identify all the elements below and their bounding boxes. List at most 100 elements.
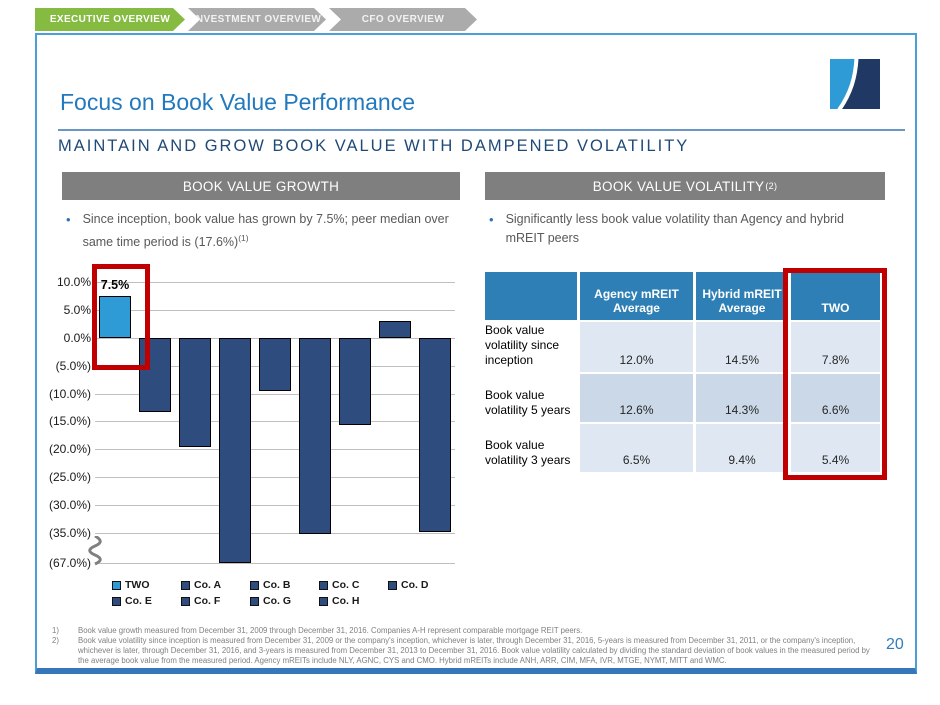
- legend-item: Co. H: [319, 595, 388, 607]
- tab-investment-overview[interactable]: INVESTMENT OVERVIEW: [188, 8, 326, 31]
- y-axis-tick-label: (35.0%): [48, 526, 91, 540]
- legend-item: Co. E: [112, 595, 181, 607]
- legend-label: Co. F: [194, 595, 221, 607]
- legend-label: Co. H: [332, 595, 360, 607]
- table-header-cell: [485, 272, 577, 320]
- table-cell: 6.6%: [791, 374, 880, 422]
- legend-item: TWO: [112, 579, 181, 591]
- chart-bar-co-a: [139, 337, 171, 412]
- axis-break-icon: [88, 536, 102, 566]
- footnote-text: Book value volatility since inception is…: [78, 636, 870, 665]
- legend-item: Co. A: [181, 579, 250, 591]
- table-header-cell: TWO: [791, 272, 880, 320]
- bullet-text: Significantly less book value volatility…: [505, 212, 844, 245]
- y-axis-tick-label: (10.0%): [48, 386, 91, 401]
- volatility-table: Agency mREIT Average Hybrid mREIT Average…: [485, 272, 880, 472]
- tab-label: CFO OVERVIEW: [361, 14, 445, 25]
- chart-gridline: [95, 393, 455, 395]
- chart-gridline: [95, 477, 455, 479]
- bullet-text: Since inception, book value has grown by…: [83, 210, 462, 252]
- legend-label: TWO: [125, 579, 150, 591]
- page-subtitle: MAINTAIN AND GROW BOOK VALUE WITH DAMPEN…: [58, 137, 690, 155]
- legend-swatch-icon: [112, 596, 121, 606]
- table-cell: 6.5%: [580, 424, 693, 472]
- tab-label: EXECUTIVE OVERVIEW: [49, 14, 171, 25]
- footnote-item: 2) Book value volatility since inception …: [52, 636, 882, 666]
- chart-bar-co-e: [299, 337, 331, 534]
- y-axis-tick-label: 0.0%: [63, 330, 91, 345]
- legend-swatch-icon: [250, 580, 259, 590]
- footnote-ref: (1): [238, 233, 249, 243]
- chart-gridline: [95, 282, 455, 283]
- section-header-label: BOOK VALUE VOLATILITY: [592, 178, 765, 194]
- bullet-book-value-growth: • Since inception, book value has grown …: [66, 210, 462, 252]
- chart-bar-co-f: [339, 337, 371, 425]
- legend-swatch-icon: [250, 596, 259, 606]
- chart-gridline: [95, 449, 455, 451]
- table-cell: 5.4%: [791, 424, 880, 472]
- legend-swatch-icon: [319, 580, 328, 590]
- chart-gridline: [95, 563, 455, 564]
- bar-data-label: 7.5%: [100, 277, 130, 292]
- chart-legend: TWO Co. A Co. B Co. C Co. D Co. E Co. F Co. G Co…: [112, 579, 460, 611]
- footnote-number: 2): [52, 636, 59, 645]
- legend-label: Co. C: [332, 579, 360, 591]
- highlight-box-two-bar: [92, 264, 150, 370]
- section-header-book-value-growth: BOOK VALUE GROWTH: [62, 172, 460, 200]
- page-number: 20: [886, 636, 904, 653]
- tab-executive-overview[interactable]: EXECUTIVE OVERVIEW: [35, 8, 185, 31]
- chart-gridline: [95, 505, 455, 507]
- legend-item: Co. B: [250, 579, 319, 591]
- section-header-book-value-volatility: BOOK VALUE VOLATILITY (2): [485, 172, 885, 200]
- tab-cfo-overview[interactable]: CFO OVERVIEW: [329, 8, 477, 31]
- legend-label: Co. A: [194, 579, 222, 591]
- highlight-box-two-column: [783, 268, 887, 480]
- y-axis-tick-label: (25.0%): [48, 470, 91, 485]
- y-axis-tick-label: 10.0%: [56, 275, 91, 289]
- chart-bar-two: [99, 295, 131, 338]
- legend-label: Co. E: [125, 595, 152, 607]
- tab-label: INVESTMENT OVERVIEW: [192, 14, 322, 25]
- y-axis-tick-label: (15.0%): [48, 414, 91, 429]
- table-cell: 12.0%: [580, 322, 693, 372]
- table-cell: 14.5%: [696, 322, 788, 372]
- y-axis-tick-label: 5.0%: [63, 302, 91, 317]
- legend-item: Co. G: [250, 595, 319, 607]
- legend-swatch-icon: [112, 580, 121, 590]
- company-logo: [830, 58, 880, 110]
- legend-label: Co. D: [401, 579, 429, 591]
- title-divider: [58, 129, 905, 131]
- page-title: Focus on Book Value Performance: [60, 89, 415, 115]
- table-header-cell: Hybrid mREIT Average: [696, 272, 788, 320]
- chart-gridline: [95, 421, 455, 423]
- bullet-text-body: Since inception, book value has grown by…: [82, 212, 449, 250]
- chart-gridline: [95, 309, 455, 311]
- table-header-cell: Agency mREIT Average: [580, 272, 693, 320]
- table-cell: 12.6%: [580, 374, 693, 422]
- bullet-icon: •: [66, 212, 71, 227]
- section-header-label: BOOK VALUE GROWTH: [182, 178, 340, 194]
- y-axis-tick-label: (5.0%): [55, 358, 91, 373]
- bullet-icon: •: [489, 212, 494, 227]
- legend-label: Co. B: [263, 579, 291, 591]
- footnote-item: 1) Book value growth measured from Decemb…: [52, 626, 882, 636]
- legend-label: Co. G: [263, 595, 291, 607]
- legend-item: Co. F: [181, 595, 250, 607]
- table-cell: 9.4%: [696, 424, 788, 472]
- footnote-ref: (2): [765, 181, 778, 191]
- y-axis-tick-label: (67.0%): [48, 556, 91, 570]
- chart-bar-co-b: [179, 337, 211, 447]
- table-row-label: Book value volatility 5 years: [485, 388, 571, 417]
- chart-bar-co-g: [379, 320, 411, 338]
- chart-gridline: [95, 533, 455, 534]
- footnote-number: 1): [52, 626, 59, 635]
- legend-swatch-icon: [319, 596, 328, 606]
- footnote-text: Book value growth measured from December…: [78, 626, 583, 635]
- legend-item: Co. D: [388, 579, 457, 591]
- legend-swatch-icon: [181, 580, 190, 590]
- chart-bar-co-c: [219, 337, 251, 563]
- bullet-book-value-volatility: • Significantly less book value volatili…: [489, 210, 885, 248]
- table-row-label: Book value volatility 3 years: [485, 438, 571, 467]
- table-cell: 7.8%: [791, 322, 880, 372]
- legend-swatch-icon: [181, 596, 190, 606]
